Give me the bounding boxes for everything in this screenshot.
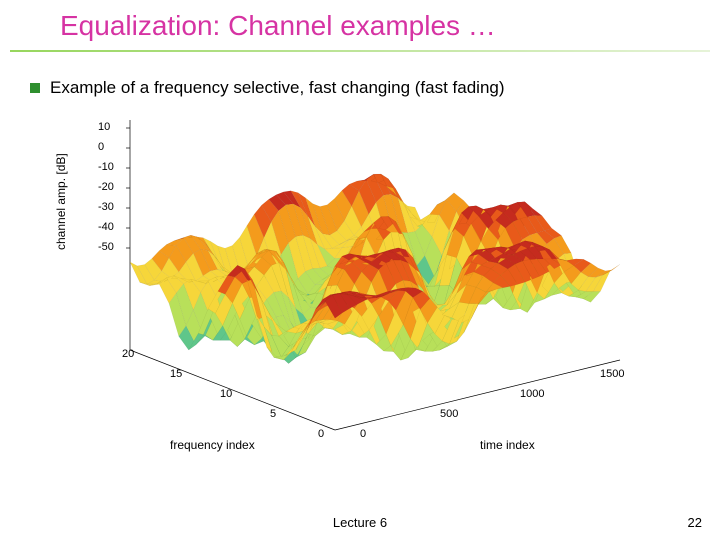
bullet-text: Example of a frequency selective, fast c…	[50, 78, 505, 98]
footer-lecture: Lecture 6	[333, 515, 387, 530]
z-tick: 0	[98, 141, 104, 153]
y-tick: 1500	[600, 368, 624, 380]
surface-chart: channel amp. [dB] 100-10-20-30-40-50 201…	[60, 100, 660, 480]
z-tick: -40	[98, 221, 114, 233]
y-tick: 500	[440, 408, 458, 420]
x-tick: 15	[170, 368, 182, 380]
surface-svg	[60, 100, 660, 480]
footer-pagenum: 22	[688, 515, 702, 530]
z-tick: -30	[98, 201, 114, 213]
title-text: Equalization: Channel examples …	[60, 10, 496, 41]
y-tick: 0	[360, 428, 366, 440]
bullet-square-icon	[30, 83, 40, 93]
slide-title: Equalization: Channel examples …	[60, 10, 496, 42]
y-axis-label: time index	[480, 438, 535, 452]
z-tick: 10	[98, 121, 110, 133]
z-tick: -20	[98, 181, 114, 193]
x-tick: 10	[220, 388, 232, 400]
x-axis-label: frequency index	[170, 438, 255, 452]
x-tick: 0	[318, 428, 324, 440]
y-tick: 1000	[520, 388, 544, 400]
title-underline	[10, 50, 710, 52]
z-tick: -10	[98, 161, 114, 173]
z-tick: -50	[98, 241, 114, 253]
x-tick: 20	[122, 348, 134, 360]
x-tick: 5	[270, 408, 276, 420]
bullet-row: Example of a frequency selective, fast c…	[30, 78, 505, 98]
z-axis-label: channel amp. [dB]	[54, 153, 68, 250]
